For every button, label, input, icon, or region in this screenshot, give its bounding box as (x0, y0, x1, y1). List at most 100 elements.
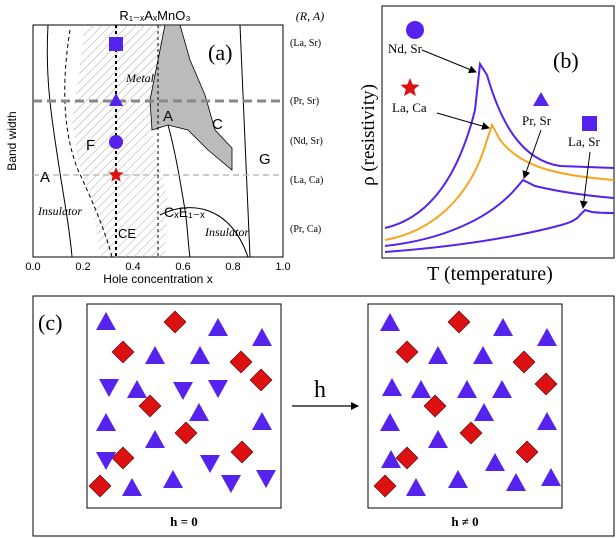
triangle-up-particle (537, 412, 557, 430)
phase-boundary-ce (167, 124, 191, 258)
triangle-up-particle (145, 430, 165, 448)
triangle-up-particle (190, 346, 210, 364)
triangle-up-particle (485, 453, 505, 471)
triangle-down-particle (221, 475, 241, 493)
diamond-particle (373, 474, 397, 498)
phase-boundary-dashed (64, 29, 113, 258)
nd-sr-curve (384, 61, 615, 229)
triangle-up-particle (492, 380, 512, 398)
triangle-down-particle (208, 380, 228, 398)
la-ca-curve (384, 122, 615, 241)
diamond-particle (395, 340, 419, 364)
triangle-down-particle (96, 452, 116, 470)
compound-pr-ca: (Pr, Ca) (290, 224, 321, 235)
triangle-up-particle (163, 470, 183, 488)
triangle-up-particle (493, 318, 513, 336)
triangle-up-particle (541, 468, 561, 486)
diamond-particle (515, 440, 539, 464)
x-tick: 1.0 (275, 261, 290, 273)
x-tick: 0.4 (125, 261, 140, 273)
right-particle-group (373, 310, 561, 498)
compound-header: (R, A) (296, 9, 324, 23)
x-tick: 0.2 (75, 261, 90, 273)
triangle-up-particle (252, 328, 272, 346)
la-ca-legend-label: La, Ca (392, 100, 427, 115)
a-region-left-label: A (40, 169, 50, 186)
panel-b: (b) Nd, Sr La, Ca Pr, Sr La, Sr ρ (resis… (358, 5, 615, 285)
a-gray-region (149, 24, 233, 171)
insulator-left-label: Insulator (37, 204, 82, 218)
triangle-up-particle (252, 412, 272, 430)
hole-concentration-axis-label: Hole concentration x (103, 272, 212, 286)
triangle-up-particle (411, 380, 431, 398)
resistivity-axis-label: ρ (resistivity) (358, 84, 379, 186)
triangle-up-particle (96, 413, 116, 431)
triangle-up-particle (127, 380, 147, 398)
panel-c: (c) h h = 0 h ≠ 0 (32, 295, 615, 537)
triangle-up-particle (208, 318, 228, 336)
pr-sr-legend-label: Pr, Sr (522, 113, 552, 128)
triangle-up-particle (380, 313, 400, 331)
metal-region-label: Metal (125, 71, 155, 85)
triangle-up-particle (474, 403, 494, 421)
h-nonzero-box (367, 303, 563, 509)
diamond-particle (534, 372, 558, 396)
la-ca-legend-star (400, 78, 420, 97)
panel-a: R₁₋ₓAₓMnO₃ (R, A) Metal A F A C G Insula… (5, 8, 324, 286)
diamond-particle (423, 394, 447, 418)
pr-sr-marker-triangle (109, 93, 123, 106)
ce-region-label: CE (118, 226, 136, 241)
diamond-particle (230, 440, 254, 464)
nd-sr-marker-circle (109, 135, 123, 149)
la-ca-marker-star (108, 167, 124, 182)
triangle-up-particle (448, 470, 468, 488)
left-particle-group (88, 310, 276, 498)
triangle-up-particle (506, 473, 526, 491)
g-region-label: G (259, 151, 271, 168)
diamond-particle (512, 350, 536, 374)
compound-la-sr: (La, Sr) (290, 38, 321, 49)
formula-title: R₁₋ₓAₓMnO₃ (119, 8, 190, 23)
triangle-up-particle (428, 346, 448, 364)
resistivity-frame (381, 5, 615, 259)
pr-sr-legend-triangle (533, 92, 549, 106)
band-width-axis-label: Band width (5, 111, 19, 170)
insulator-right-label: Insulator (204, 225, 249, 239)
compound-labels: (La, Sr) (Pr, Sr) (Nd, Sr) (La, Ca) (Pr,… (290, 38, 323, 235)
triangle-up-particle (428, 430, 448, 448)
compound-nd-sr: (Nd, Sr) (290, 136, 323, 147)
triangle-up-particle (189, 403, 209, 421)
triangle-up-particle (406, 478, 426, 496)
panel-c-label: (c) (38, 310, 62, 335)
pr-sr-curve (384, 178, 615, 247)
panel-c-outer-frame (32, 295, 615, 537)
compound-pr-sr: (Pr, Sr) (290, 96, 319, 107)
diamond-particle (459, 421, 483, 445)
field-arrow-label: h (314, 377, 326, 403)
nd-sr-legend-circle (406, 21, 424, 39)
triangle-up-particle (96, 312, 116, 330)
diamond-particle (111, 340, 135, 364)
la-ca-arrow (436, 112, 490, 130)
diamond-particle (229, 350, 253, 374)
phase-boundary-left (46, 24, 73, 258)
la-sr-legend-label: La, Sr (568, 134, 600, 149)
a-region-mid-label: A (163, 108, 173, 125)
panel-b-label: (b) (553, 48, 579, 73)
x-tick: 0.0 (25, 261, 40, 273)
x-tick-labels: 0.0 0.2 0.4 0.6 0.8 1.0 (25, 261, 290, 273)
diamond-particle (111, 446, 135, 470)
triangle-up-particle (145, 346, 165, 364)
triangle-down-particle (99, 379, 119, 397)
temperature-axis-label: T (temperature) (427, 263, 553, 285)
nd-sr-arrow (421, 49, 477, 74)
triangle-down-particle (200, 455, 220, 473)
la-sr-marker-square (109, 37, 123, 51)
x-tick: 0.8 (225, 261, 240, 273)
c-region-label: C (212, 116, 223, 133)
triangle-down-particle (173, 382, 193, 400)
h-zero-box (86, 303, 282, 509)
triangle-up-particle (537, 328, 557, 346)
compound-la-ca: (La, Ca) (290, 175, 323, 186)
diamond-particle (249, 368, 273, 392)
